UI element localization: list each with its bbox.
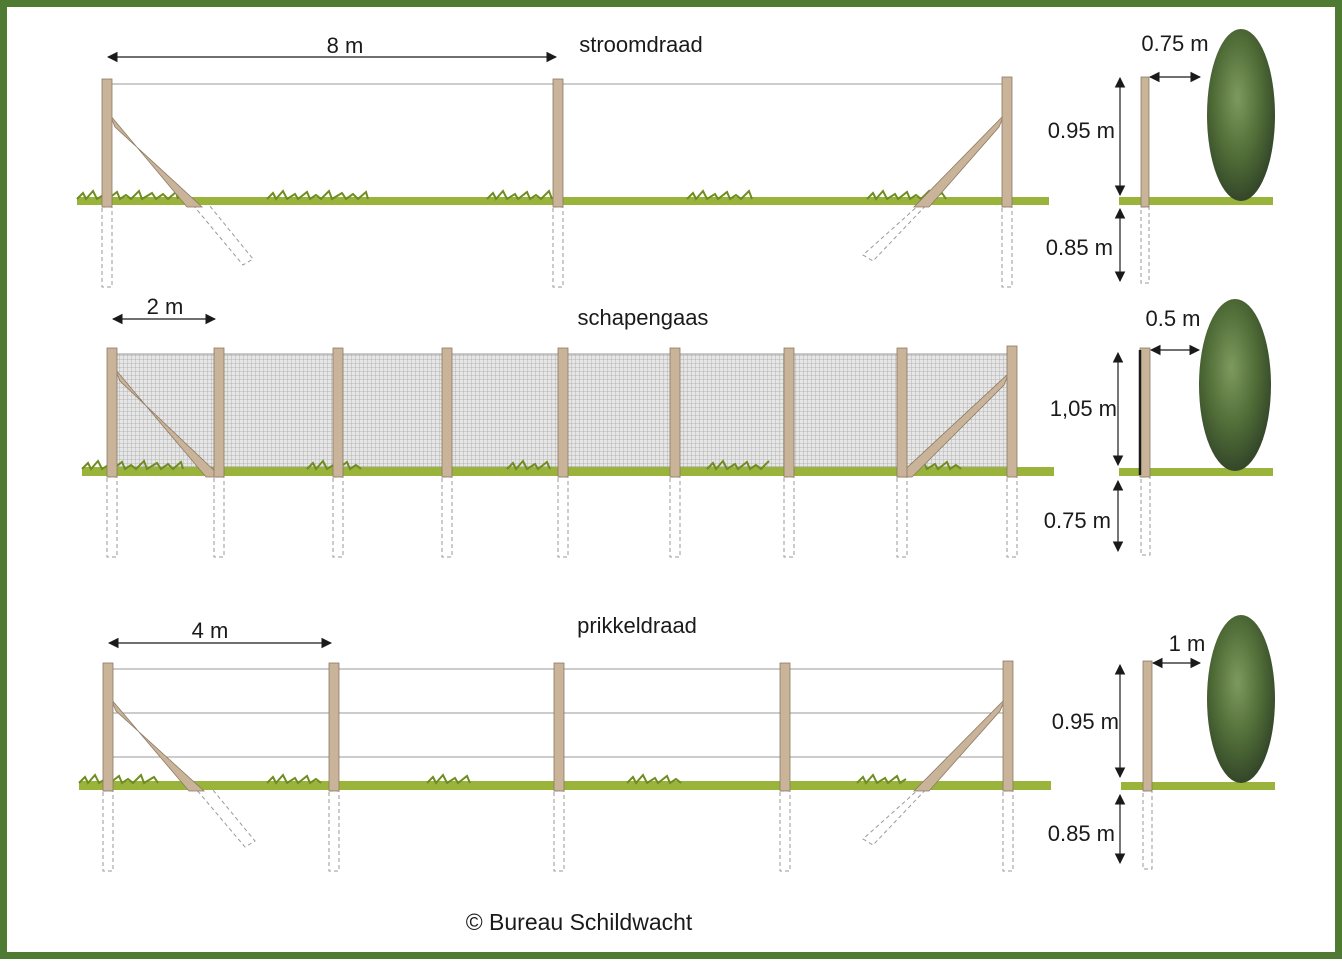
depth-label: 0.75 m xyxy=(1044,508,1111,533)
buried-brace xyxy=(195,783,256,848)
fence-title: stroomdraad xyxy=(579,32,703,57)
fence-prikkeldraad: 4 m prikkeldraad 1 m 0.95 m 0.85 m xyxy=(78,613,1275,872)
height-label: 0.95 m xyxy=(1048,118,1115,143)
fence-posts xyxy=(106,345,1018,478)
ground-strip xyxy=(78,773,1051,790)
side-view-schapengaas: 0.5 m 1,05 m 0.75 m xyxy=(1044,299,1273,556)
fence-post xyxy=(1142,660,1153,792)
spacing-label: 4 m xyxy=(192,618,229,643)
fence-post xyxy=(213,347,225,478)
fence-post xyxy=(102,662,114,792)
fence-post xyxy=(328,662,340,792)
buried-post xyxy=(783,476,795,558)
corner-brace xyxy=(913,698,1006,792)
fence-post xyxy=(779,662,791,792)
buried-post xyxy=(106,476,118,558)
ground-strip xyxy=(1119,468,1273,476)
buried-post xyxy=(557,476,569,558)
fence-post xyxy=(1140,76,1150,208)
offset-label: 0.5 m xyxy=(1145,306,1200,331)
buried-post-parts xyxy=(102,783,1014,872)
depth-label: 0.85 m xyxy=(1046,235,1113,260)
copyright-notice: © Bureau Schildwacht xyxy=(466,909,693,935)
buried-post xyxy=(779,790,791,872)
depth-label: 0.85 m xyxy=(1048,821,1115,846)
buried-post xyxy=(1142,790,1153,870)
buried-post xyxy=(213,476,225,558)
fence-stroomdraad: 8 m stroomdraad 0.75 m 0.95 m 0.85 m xyxy=(76,29,1275,288)
fence-post xyxy=(441,347,453,478)
buried-post xyxy=(1002,790,1014,872)
height-label: 1,05 m xyxy=(1050,396,1117,421)
fence-schapengaas: 2 m schapengaas 0.5 m 1,05 m 0.75 m xyxy=(81,294,1273,558)
buried-post-parts xyxy=(101,199,1013,288)
fence-post xyxy=(1001,76,1013,208)
fence-post xyxy=(332,347,344,478)
ground-strip xyxy=(1121,782,1275,790)
fence-title: prikkeldraad xyxy=(577,613,697,638)
buried-post xyxy=(553,790,565,872)
offset-label: 1 m xyxy=(1169,631,1206,656)
corner-brace xyxy=(913,114,1005,208)
fence-post xyxy=(1139,347,1151,478)
fence-diagram: 8 m stroomdraad 0.75 m 0.95 m 0.85 m xyxy=(76,29,1275,935)
buried-brace xyxy=(862,199,932,262)
buried-brace xyxy=(192,199,254,266)
corner-brace xyxy=(110,698,206,792)
shrub-image xyxy=(1199,299,1271,471)
fence-post xyxy=(553,662,565,792)
buried-post xyxy=(1006,476,1018,558)
corner-brace xyxy=(109,114,204,208)
buried-post xyxy=(669,476,681,558)
side-view-stroomdraad: 0.75 m 0.95 m 0.85 m xyxy=(1046,29,1275,284)
shrub-image xyxy=(1207,29,1275,201)
fence-post xyxy=(106,347,118,478)
fence-post xyxy=(669,347,681,478)
buried-brace xyxy=(862,783,932,846)
buried-post xyxy=(1001,206,1013,288)
buried-post xyxy=(552,206,564,288)
fence-post xyxy=(896,347,908,478)
buried-post-parts xyxy=(106,476,1018,558)
shrub-image xyxy=(1207,615,1275,783)
buried-post xyxy=(1140,206,1150,284)
spacing-label: 8 m xyxy=(327,33,364,58)
buried-post xyxy=(101,206,113,288)
fence-post xyxy=(557,347,569,478)
fence-post xyxy=(552,78,564,208)
buried-post xyxy=(896,476,908,558)
buried-post xyxy=(332,476,344,558)
buried-post xyxy=(102,790,114,872)
ground-strip xyxy=(1119,197,1273,205)
side-view-prikkeldraad: 1 m 0.95 m 0.85 m xyxy=(1048,615,1275,870)
buried-post xyxy=(328,790,340,872)
fence-title: schapengaas xyxy=(578,305,709,330)
fence-post xyxy=(101,78,113,208)
fence-post xyxy=(1002,660,1014,792)
fence-posts xyxy=(102,660,1014,792)
corner-brace xyxy=(895,372,1010,478)
offset-label: 0.75 m xyxy=(1141,31,1208,56)
height-label: 0.95 m xyxy=(1052,709,1119,734)
spacing-label: 2 m xyxy=(147,294,184,319)
buried-post xyxy=(1140,476,1151,556)
fence-post xyxy=(1006,345,1018,478)
buried-post xyxy=(441,476,453,558)
fence-post xyxy=(783,347,795,478)
